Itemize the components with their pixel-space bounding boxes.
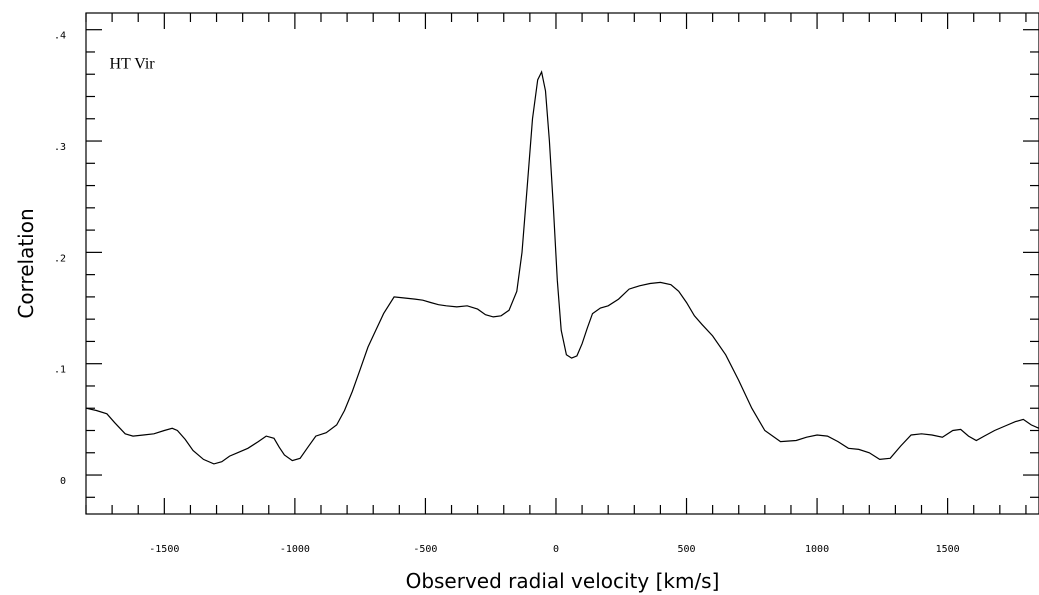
correlation-series-line xyxy=(85,70,1039,465)
x-tick-label: 1500 xyxy=(936,544,960,555)
x-tick-label: 500 xyxy=(677,544,695,555)
x-tick-label: 1000 xyxy=(805,544,829,555)
y-tick-label: .2 xyxy=(54,253,66,264)
axis-ticks xyxy=(85,13,1039,514)
plot-border xyxy=(85,12,1039,515)
y-tick-label: .3 xyxy=(54,142,66,153)
plot-frame xyxy=(85,12,1039,515)
x-tick-label: -500 xyxy=(413,544,437,555)
y-tick-label: .1 xyxy=(54,365,66,376)
x-tick-label: 0 xyxy=(553,544,559,555)
y-tick-label: 0 xyxy=(60,476,66,487)
object-label-annotation: HT Vir xyxy=(109,56,155,73)
x-tick-label: -1500 xyxy=(149,544,179,555)
x-tick-label: -1000 xyxy=(280,544,310,555)
y-axis-label: Correlation xyxy=(14,208,38,318)
tick-labels: -1500 -1000 -500 0 500 1000 1500 0 .1 .2 .3 .4 xyxy=(54,31,960,555)
y-tick-label: .4 xyxy=(54,31,66,42)
x-axis-label: Observed radial velocity [km/s] xyxy=(406,569,720,593)
